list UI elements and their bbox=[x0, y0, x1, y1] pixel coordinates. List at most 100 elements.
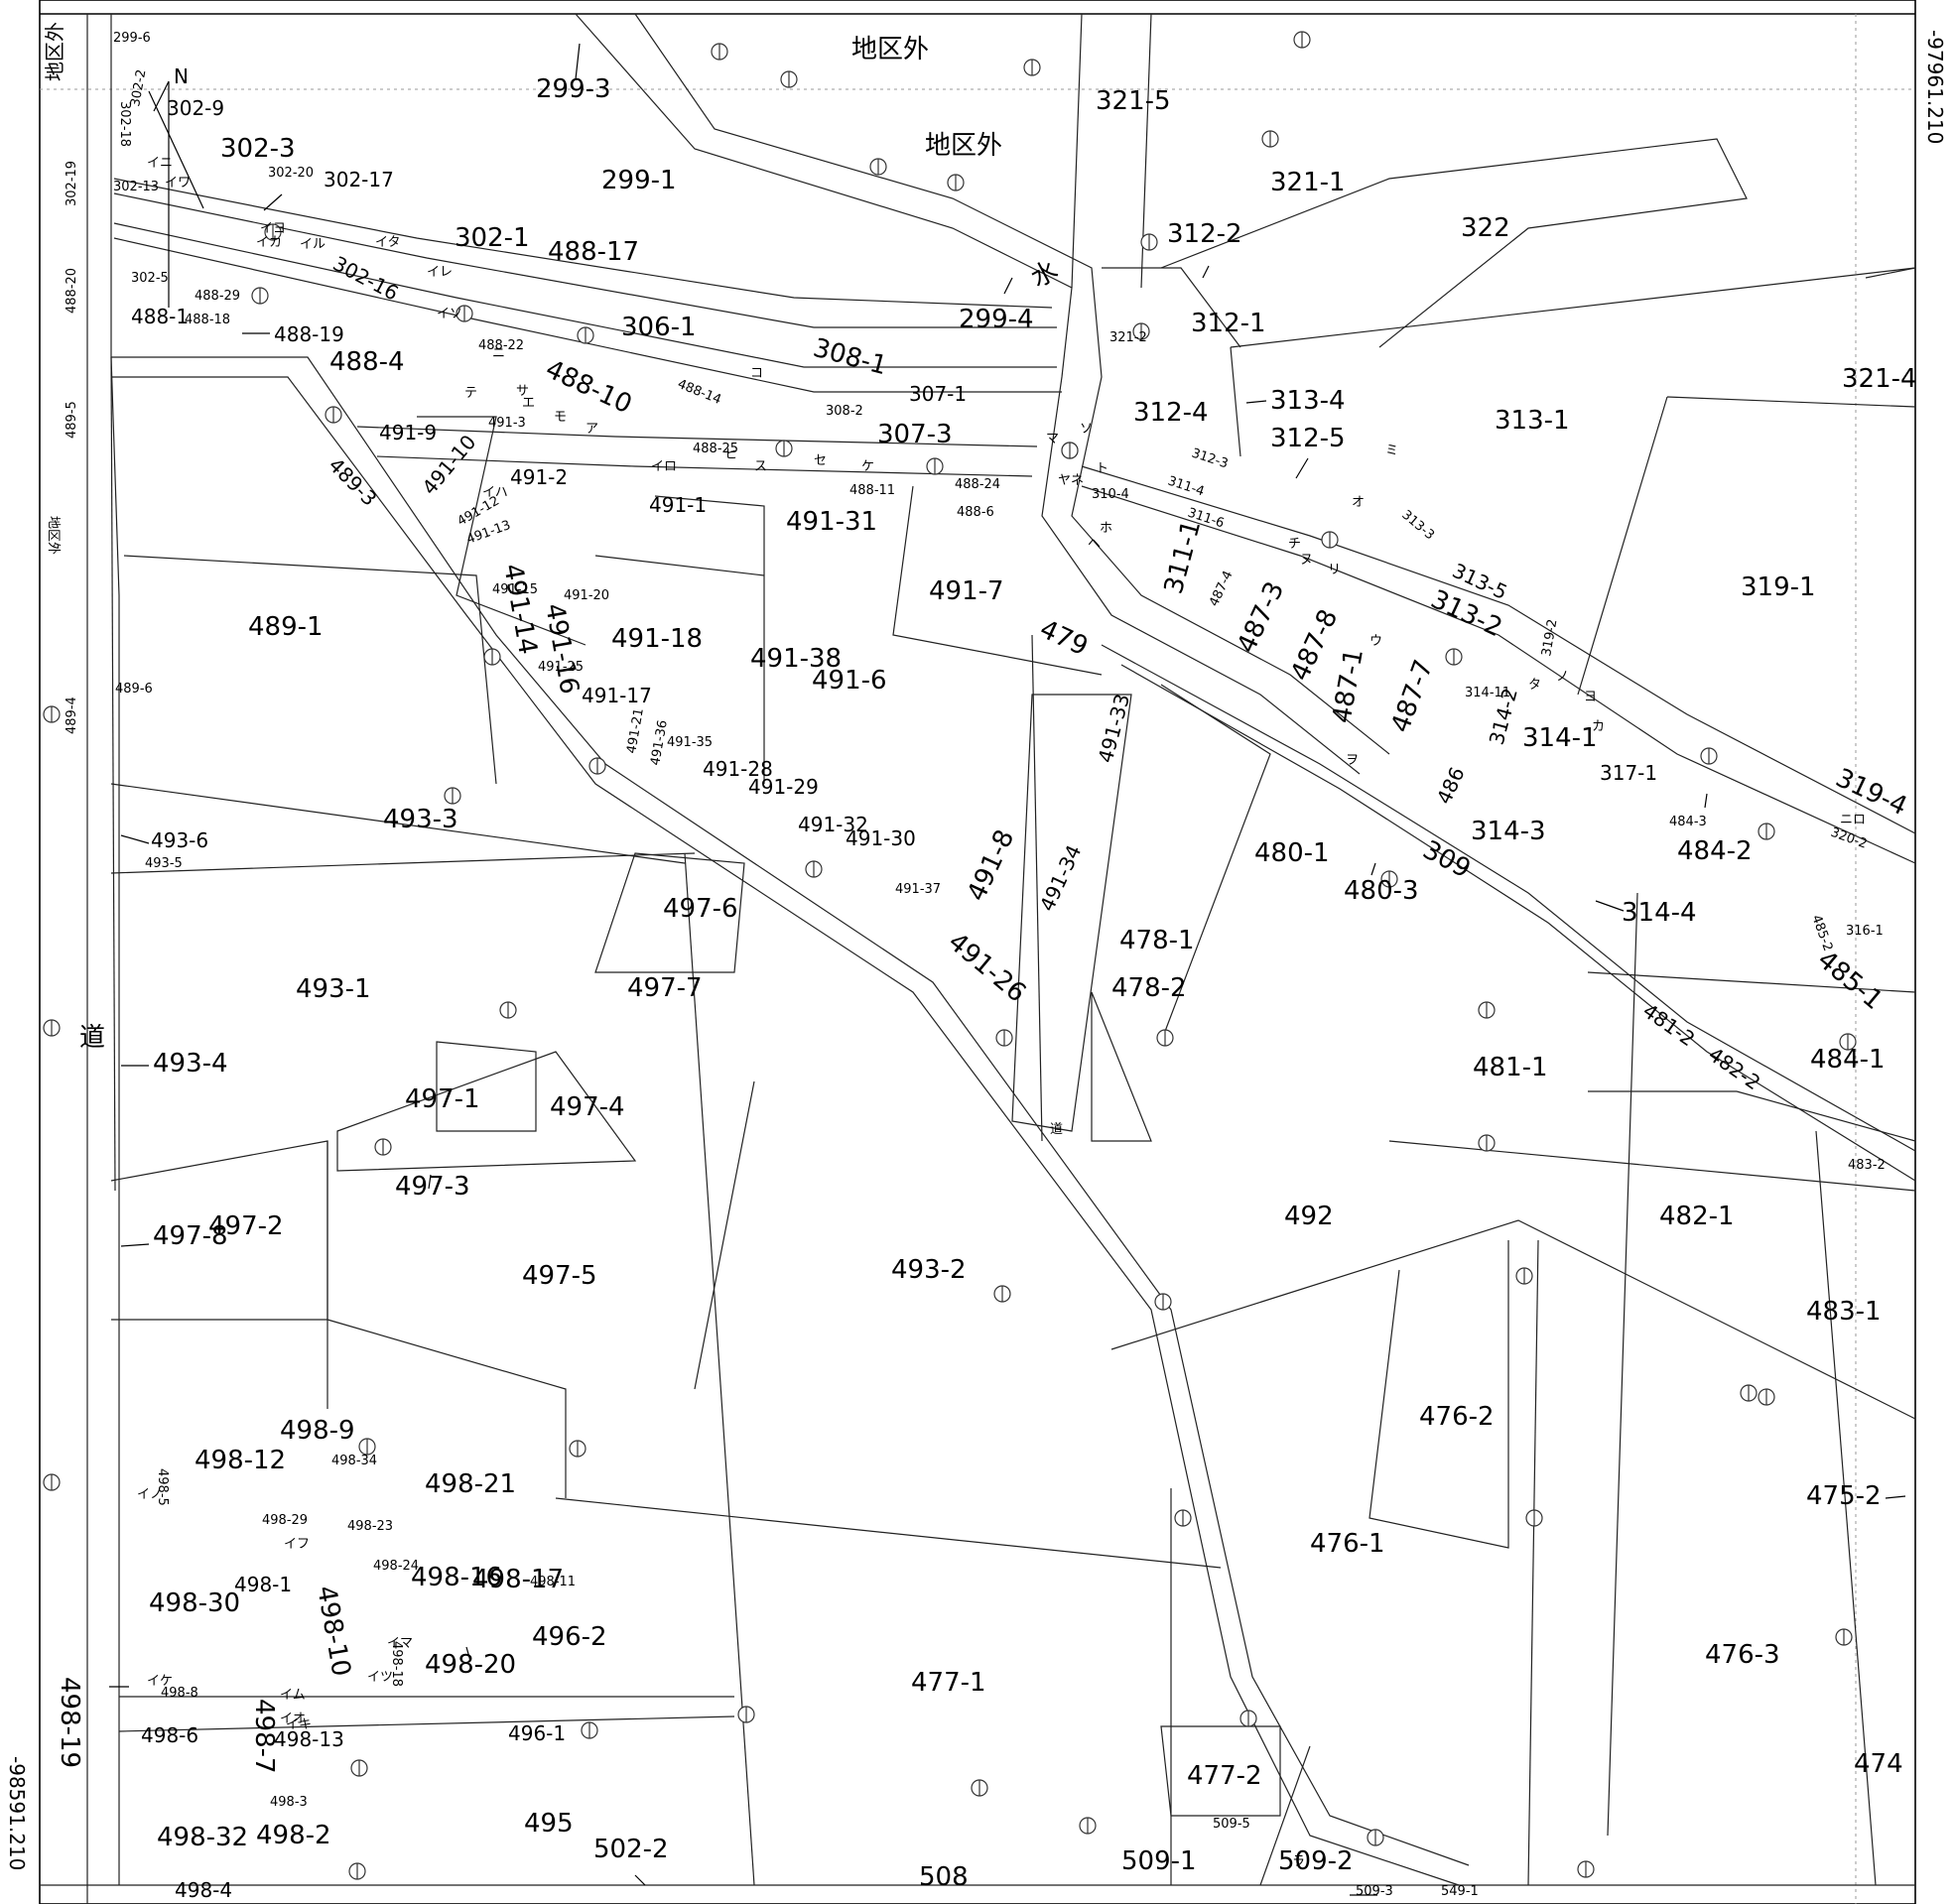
small-lot-label: 498-5 bbox=[155, 1468, 170, 1506]
parcel-label: 491-34 bbox=[1035, 841, 1087, 915]
parcel-label: 475-2 bbox=[1806, 1481, 1882, 1511]
small-lot-label: 493-5 bbox=[145, 856, 183, 871]
small-lot-label: 488-22 bbox=[478, 338, 524, 353]
leader-mark: ヲ bbox=[1346, 753, 1359, 768]
small-lot-label: 316-1 bbox=[1846, 924, 1884, 939]
parcel-label: 321-1 bbox=[1270, 168, 1346, 197]
parcel-label: 487-7 bbox=[1385, 656, 1439, 736]
small-lot-label: 488-18 bbox=[185, 313, 230, 327]
outside-district-label-1: 地区外 bbox=[851, 35, 929, 64]
parcel-label: 487-1 bbox=[1327, 647, 1369, 726]
parcel-label: 491-8 bbox=[962, 825, 1020, 906]
parcel-label: 496-1 bbox=[508, 1721, 566, 1745]
parcel-label: 477-1 bbox=[911, 1668, 986, 1698]
parcel-label: 482-1 bbox=[1659, 1202, 1735, 1231]
parcel-label: 493-1 bbox=[296, 974, 371, 1004]
leader-mark: イロ bbox=[651, 459, 677, 474]
parcel-label: 479 bbox=[1035, 614, 1093, 662]
leader-mark: イカ bbox=[256, 235, 282, 250]
small-lot-label: 488-6 bbox=[957, 505, 994, 520]
parcel-label: 497-7 bbox=[627, 973, 703, 1003]
parcel-label: 492 bbox=[1284, 1202, 1334, 1231]
small-lot-label: 484-3 bbox=[1669, 815, 1707, 829]
parcel-label: 476-3 bbox=[1705, 1640, 1780, 1670]
small-lot-label: 498-8 bbox=[161, 1686, 198, 1701]
parcel-label: 498-10 bbox=[311, 1584, 356, 1679]
parcel-label: 478-2 bbox=[1111, 973, 1187, 1003]
leader-mark: イフ bbox=[284, 1537, 310, 1552]
leader-mark: コ bbox=[750, 366, 763, 381]
leader-mark: ス bbox=[754, 459, 767, 474]
parcel-label: 480-3 bbox=[1344, 876, 1419, 906]
small-lot-label: 319-2 bbox=[1539, 618, 1560, 658]
parcel-label: 498-4 bbox=[175, 1878, 232, 1902]
leader-mark: セ bbox=[814, 453, 827, 468]
leader-mark: ア bbox=[586, 422, 598, 437]
parcel-label: 497-1 bbox=[405, 1084, 480, 1114]
parcel-label: 491-26 bbox=[943, 927, 1032, 1008]
small-lot-label: 509-5 bbox=[1213, 1817, 1250, 1832]
parcel-label: 491-32 bbox=[798, 813, 868, 836]
parcel-label: 299-4 bbox=[959, 305, 1034, 334]
small-lot-label: 489-4 bbox=[65, 697, 79, 734]
leader-mark: イワ bbox=[165, 176, 191, 190]
small-lot-label: 488-20 bbox=[65, 268, 79, 314]
small-lot-label: 498-24 bbox=[373, 1559, 419, 1574]
parcel-label: 480-1 bbox=[1254, 838, 1330, 868]
leader-mark: リ bbox=[1328, 563, 1341, 577]
parcel-label: 491-30 bbox=[846, 826, 916, 850]
parcel-label: 491-2 bbox=[510, 465, 568, 489]
small-lot-label: 320-2 bbox=[1829, 825, 1870, 852]
parcel-label: 497-8 bbox=[153, 1221, 228, 1251]
small-lot-label: 311-4 bbox=[1166, 474, 1207, 500]
leader-mark: マ bbox=[1046, 432, 1059, 446]
parcel-label: 307-3 bbox=[877, 420, 953, 449]
leader-mark: エ bbox=[522, 396, 535, 411]
leader-mark: ヘ bbox=[1088, 537, 1101, 552]
parcel-labels: 299-3 299-1 299-4 302-3 302-1 302-16 488… bbox=[55, 74, 1917, 1902]
parcel-label: 497-3 bbox=[395, 1172, 470, 1202]
parcel-label: 509-1 bbox=[1121, 1846, 1197, 1876]
leader-mark: イル bbox=[300, 237, 326, 252]
leader-mark: ニ bbox=[492, 346, 505, 361]
coordinate-top-right: -97961.210 bbox=[1923, 30, 1947, 144]
parcel-label: 489-1 bbox=[248, 612, 324, 642]
parcel-label: 498-16 bbox=[411, 1563, 502, 1592]
map-frame bbox=[39, 0, 1916, 1904]
small-lot-label: 310-4 bbox=[1092, 487, 1129, 502]
leader-mark: イキ bbox=[286, 1717, 312, 1732]
parcel-label: 485-1 bbox=[1812, 945, 1889, 1016]
parcel-label: 493-6 bbox=[151, 828, 208, 852]
parcel-label: 306-1 bbox=[621, 313, 697, 342]
parcel-label: 495 bbox=[524, 1809, 574, 1839]
parcel-label: 299-3 bbox=[536, 74, 611, 104]
parcel-label: 314-3 bbox=[1471, 817, 1546, 846]
parcel-label: 312-2 bbox=[1167, 219, 1242, 249]
parcel-label: 493-4 bbox=[153, 1049, 228, 1079]
parcel-label: 491-1 bbox=[649, 493, 707, 517]
parcel-label: 498-2 bbox=[256, 1821, 331, 1850]
leader-arrows bbox=[109, 43, 1906, 1896]
parcel-label: 319-1 bbox=[1741, 572, 1816, 602]
coordinate-bottom-left: -98591.210 bbox=[5, 1756, 29, 1870]
small-lot-label: 321-2 bbox=[1109, 330, 1147, 345]
parcel-label: 302-3 bbox=[220, 134, 296, 164]
small-lot-label: 312-3 bbox=[1190, 446, 1231, 472]
parcel-label: 491-31 bbox=[786, 507, 877, 537]
north-label: N bbox=[174, 64, 189, 88]
parcel-label: 491-17 bbox=[582, 684, 652, 707]
leader-mark: ノ bbox=[1556, 670, 1569, 685]
leader-mark: ラ bbox=[1292, 1854, 1305, 1869]
leader-mark: イム bbox=[280, 1688, 306, 1703]
small-lot-label: 314-11 bbox=[1465, 686, 1510, 700]
parcel-label: 498-13 bbox=[274, 1727, 344, 1751]
survey-benchmarks bbox=[43, 31, 1857, 1880]
parcel-label: 491-7 bbox=[929, 576, 1004, 606]
parcel-label: 302-9 bbox=[167, 96, 224, 120]
parcel-label: 483-1 bbox=[1806, 1297, 1882, 1327]
parcel-label: 478-1 bbox=[1119, 926, 1195, 955]
parcel-label: 488-19 bbox=[274, 322, 344, 346]
parcel-label: 498-20 bbox=[425, 1650, 516, 1680]
leader-mark: カ bbox=[1592, 719, 1605, 734]
small-lot-label: 498-18 bbox=[389, 1641, 404, 1687]
